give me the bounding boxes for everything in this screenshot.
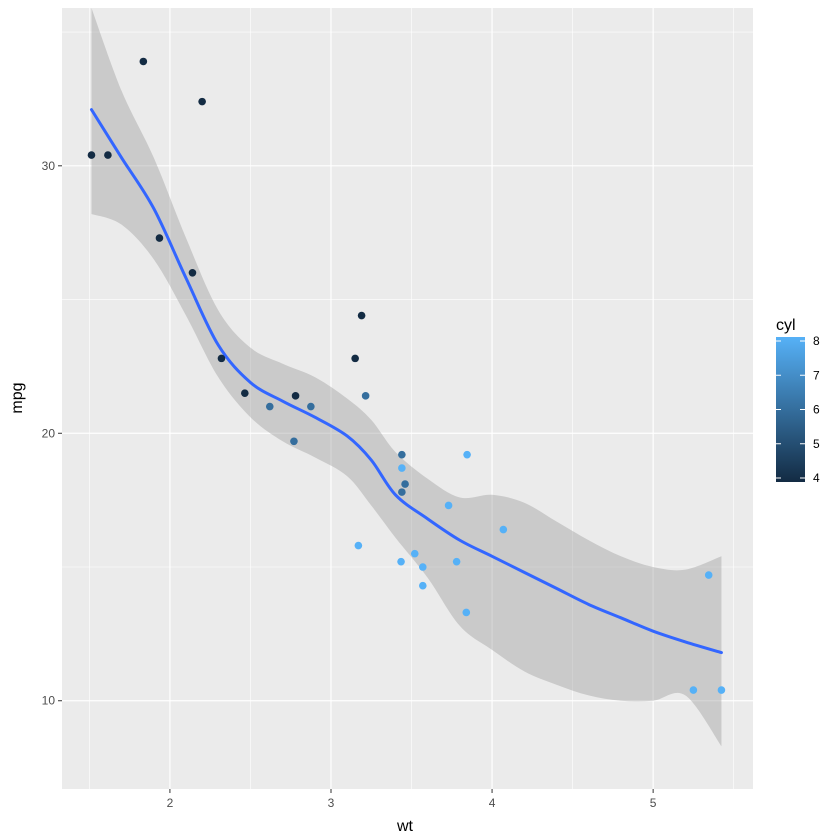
data-point	[291, 392, 300, 400]
y-tick-label: 10	[42, 694, 56, 708]
data-point	[410, 549, 419, 558]
data-point	[419, 563, 427, 571]
data-point	[398, 488, 406, 496]
data-point	[397, 557, 405, 566]
legend-tick-label: 4	[813, 471, 820, 485]
data-point	[704, 571, 713, 579]
legend-tick-label: 6	[813, 403, 820, 417]
x-tick-label: 2	[167, 796, 174, 810]
x-tick-label: 3	[328, 796, 335, 810]
data-point	[188, 268, 197, 277]
color-legend: cyl 4 5 6 7 8	[776, 317, 820, 485]
data-point	[444, 501, 453, 510]
data-point	[452, 557, 461, 566]
data-point	[217, 354, 226, 363]
x-tick-label: 4	[489, 796, 496, 810]
data-point	[87, 151, 96, 159]
confidence-band	[91, 8, 722, 747]
data-point	[689, 686, 698, 694]
data-point	[357, 311, 366, 320]
scatter-points	[87, 57, 726, 694]
data-point	[351, 354, 359, 363]
data-point	[265, 402, 274, 411]
y-axis-title: mpg	[9, 382, 26, 413]
legend-tick-label: 7	[813, 368, 820, 382]
legend-tick-label: 8	[813, 334, 820, 348]
data-point	[419, 581, 427, 590]
y-tick-label: 30	[42, 159, 56, 173]
data-point	[361, 392, 370, 400]
legend-title: cyl	[776, 317, 796, 334]
data-point	[462, 608, 471, 617]
data-point	[155, 234, 164, 242]
confidence-band-layer	[91, 8, 722, 747]
x-tick-label: 5	[650, 796, 657, 810]
data-point	[104, 151, 112, 159]
data-point	[139, 57, 148, 66]
minor-gridlines	[62, 8, 753, 789]
data-point	[717, 686, 726, 694]
major-gridlines	[62, 8, 753, 789]
data-point	[398, 450, 406, 459]
x-axis: 2 3 4 5	[167, 789, 657, 810]
legend-tick-label: 5	[813, 437, 820, 451]
x-axis-title: wt	[396, 818, 414, 835]
data-point	[198, 97, 206, 106]
data-point	[463, 450, 471, 459]
y-tick-label: 20	[42, 426, 56, 440]
smooth-line-layer	[89, 108, 723, 655]
data-point	[241, 389, 249, 397]
data-point	[401, 480, 409, 488]
data-point	[354, 541, 363, 550]
y-axis: 10 20 30	[42, 159, 62, 708]
colorbar-ticks: 4 5 6 7 8	[776, 334, 820, 485]
data-point	[307, 402, 315, 411]
data-point	[290, 437, 298, 446]
smooth-line	[89, 108, 723, 655]
plot-panel	[62, 8, 753, 789]
data-point	[398, 464, 406, 472]
data-point	[499, 525, 508, 534]
